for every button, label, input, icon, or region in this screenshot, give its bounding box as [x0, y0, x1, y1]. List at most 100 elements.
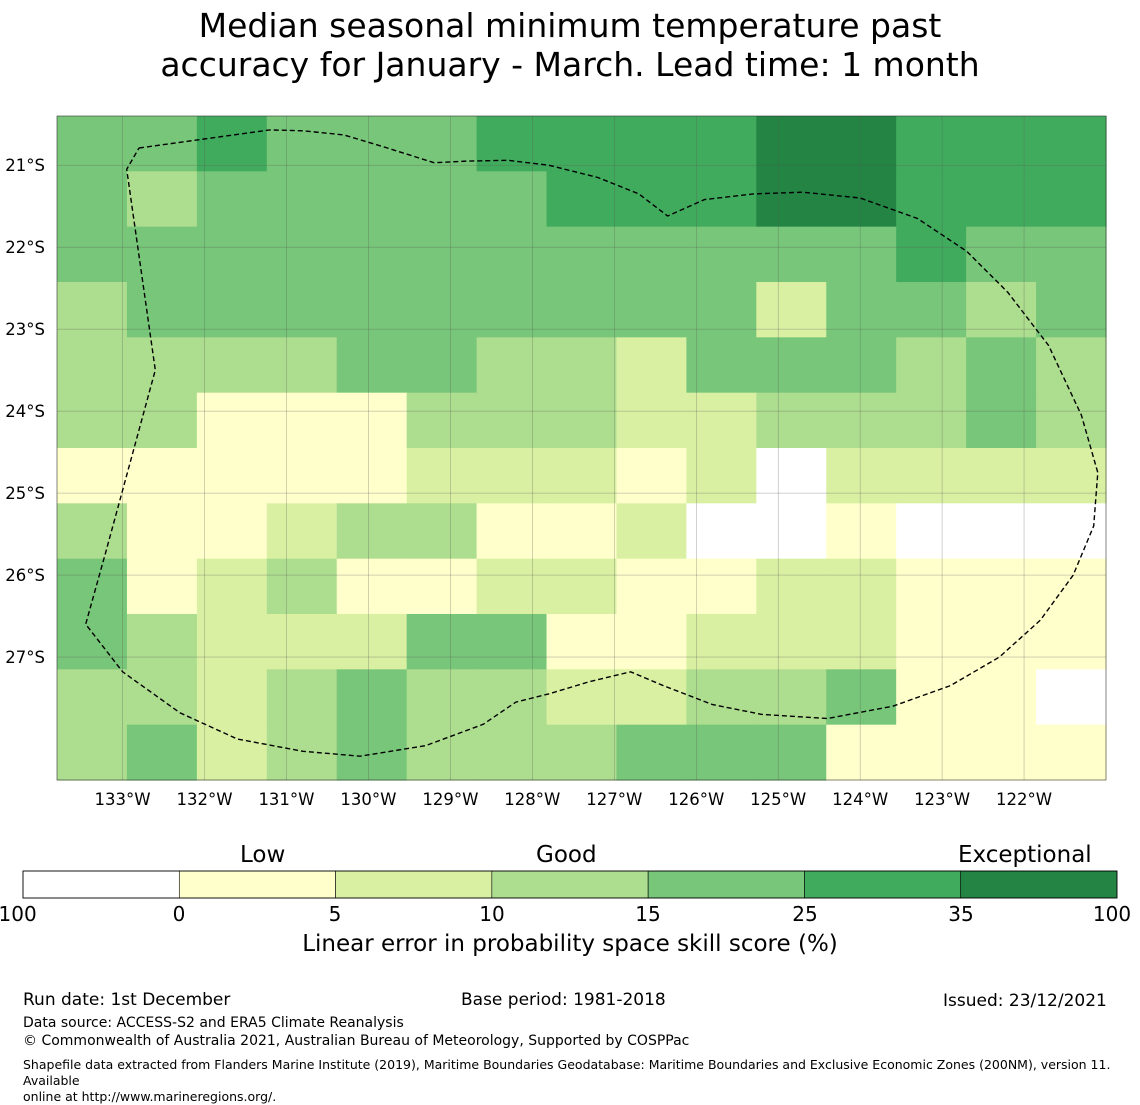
- skill-cell: [686, 337, 757, 394]
- skill-cell: [1036, 116, 1107, 172]
- issued-date: Issued: 23/12/2021: [943, 991, 1107, 1011]
- skill-cell: [546, 116, 618, 172]
- skill-cell: [616, 116, 687, 172]
- skill-cell: [756, 226, 827, 283]
- skill-cell: [896, 724, 967, 781]
- skill-cell: [406, 558, 478, 615]
- skill-cell: [126, 282, 198, 338]
- colorbar-outline: [22, 870, 1118, 899]
- skill-cell: [57, 503, 128, 560]
- colorbar-axis-label: Linear error in probability space skill …: [302, 931, 838, 957]
- map-title: Median seasonal minimum temperature past…: [0, 6, 1140, 84]
- skill-cell: [57, 226, 128, 283]
- skill-cell: [756, 448, 827, 504]
- skill-cell: [476, 171, 548, 228]
- skill-cell: [57, 724, 128, 781]
- skill-cell: [966, 282, 1037, 338]
- skill-cell: [406, 669, 478, 726]
- skill-cell: [1036, 558, 1107, 615]
- title-line-2: accuracy for January - March. Lead time:…: [160, 45, 980, 84]
- skill-cell: [686, 116, 757, 172]
- skill-cell: [57, 171, 128, 228]
- skill-cell: [1036, 226, 1107, 283]
- skill-cell: [406, 614, 478, 670]
- skill-cell: [266, 724, 338, 781]
- skill-cell: [546, 337, 618, 394]
- skill-cell: [826, 337, 897, 394]
- skill-cell: [126, 669, 198, 726]
- latitude-label: 23°S: [5, 320, 45, 339]
- skill-cell: [406, 503, 478, 560]
- skill-cell: [896, 337, 967, 394]
- skill-cell: [476, 503, 548, 560]
- skill-cell: [196, 337, 268, 394]
- map-frame: [56, 115, 1107, 781]
- shapefile-credit: Shapefile data extracted from Flanders M…: [23, 1057, 1140, 1105]
- skill-cell: [336, 337, 408, 394]
- skill-cell: [336, 448, 408, 504]
- skill-cell: [266, 448, 338, 504]
- skill-cell: [476, 614, 548, 670]
- skill-cell: [826, 724, 897, 781]
- data-source: Data source: ACCESS-S2 and ERA5 Climate …: [23, 1015, 404, 1031]
- skill-cell: [896, 448, 967, 504]
- skill-cell: [826, 448, 897, 504]
- skill-cell: [686, 503, 757, 560]
- skill-cell: [266, 116, 338, 172]
- colorbar-segment: [491, 870, 649, 899]
- colorbar-header-exceptional: Exceptional: [958, 842, 1092, 868]
- skill-cell: [336, 724, 408, 781]
- skill-cell: [896, 392, 967, 449]
- colorbar-header-low: Low: [240, 842, 286, 868]
- skill-cell: [756, 392, 827, 449]
- skill-cell: [196, 614, 268, 670]
- skill-cell: [686, 669, 757, 726]
- skill-cell: [546, 392, 618, 449]
- skill-cell: [126, 392, 198, 449]
- skill-cell: [826, 392, 897, 449]
- skill-cell: [616, 558, 687, 615]
- skill-cell: [896, 614, 967, 670]
- skill-cell: [57, 337, 128, 394]
- skill-cell: [196, 558, 268, 615]
- skill-cell: [1036, 448, 1107, 504]
- skill-cell: [686, 392, 757, 449]
- colorbar-segment: [647, 870, 805, 899]
- longitude-label: 127°W: [586, 790, 642, 809]
- skill-cell: [126, 558, 198, 615]
- colorbar-segment: [178, 870, 336, 899]
- skill-cell: [406, 226, 478, 283]
- skill-cell: [896, 669, 967, 726]
- colorbar-tick-label: 100: [1092, 902, 1132, 926]
- skill-cell: [476, 392, 548, 449]
- longitude-label: 132°W: [176, 790, 232, 809]
- skill-cell: [266, 503, 338, 560]
- skill-cell: [826, 558, 897, 615]
- skill-cell: [266, 171, 338, 228]
- skill-cell: [756, 724, 827, 781]
- skill-cell: [476, 669, 548, 726]
- skill-cell: [126, 724, 198, 781]
- longitude-label: 131°W: [258, 790, 314, 809]
- skill-cell: [756, 116, 827, 172]
- skill-grid-cells: [57, 116, 1107, 781]
- skill-cell: [966, 448, 1037, 504]
- skill-cell: [476, 337, 548, 394]
- skill-cell: [686, 282, 757, 338]
- latitude-label: 27°S: [5, 648, 45, 667]
- skill-cell: [616, 171, 687, 228]
- skill-cell: [196, 171, 268, 228]
- skill-cell: [126, 614, 198, 670]
- skill-cell: [616, 226, 687, 283]
- longitude-label: 128°W: [504, 790, 560, 809]
- skill-cell: [196, 448, 268, 504]
- skill-cell: [966, 669, 1037, 726]
- eez-boundary-line: [84, 129, 1099, 757]
- latitude-label: 24°S: [5, 402, 45, 421]
- skill-cell: [126, 116, 198, 172]
- colorbar-tick-label: 15: [635, 902, 661, 926]
- longitude-label: 124°W: [832, 790, 888, 809]
- skill-cell: [126, 171, 198, 228]
- colorbar-tick-label: 0: [172, 902, 186, 926]
- skill-cell: [57, 282, 128, 338]
